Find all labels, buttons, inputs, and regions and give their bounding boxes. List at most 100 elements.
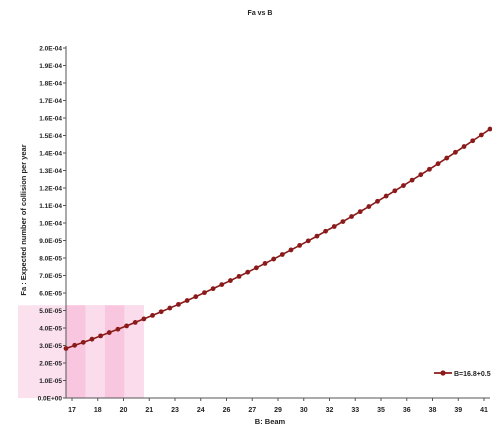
data-point xyxy=(80,339,86,345)
data-point xyxy=(418,172,424,178)
y-tick-label: 1.6E-04 xyxy=(39,116,62,123)
data-point xyxy=(262,261,268,266)
x-tick-label: 39 xyxy=(454,407,462,414)
data-point xyxy=(470,138,476,144)
legend-label: B=16.8+0.5 xyxy=(454,371,491,378)
x-tick-label: 17 xyxy=(68,407,76,414)
data-point xyxy=(297,243,303,248)
highlight-band xyxy=(66,305,86,398)
y-tick-label: 1.1E-04 xyxy=(39,203,62,210)
data-point xyxy=(452,149,458,155)
data-point xyxy=(427,166,432,172)
data-point xyxy=(366,204,372,209)
chart-title: Fa vs B xyxy=(248,10,273,17)
data-point xyxy=(323,228,328,234)
data-point xyxy=(89,336,95,342)
data-point xyxy=(124,323,129,329)
data-point xyxy=(158,309,164,315)
x-tick-label: 36 xyxy=(403,407,411,414)
data-point xyxy=(279,252,285,257)
data-point xyxy=(106,330,112,335)
data-point xyxy=(176,301,181,307)
highlight-band xyxy=(85,305,105,398)
data-point xyxy=(132,320,138,325)
y-tick-label: 1.7E-04 xyxy=(39,98,62,105)
x-tick-label: 29 xyxy=(274,407,282,414)
legend-marker xyxy=(440,370,446,376)
y-tick-label: 2.0E-05 xyxy=(39,361,62,368)
data-point xyxy=(63,346,69,351)
data-point xyxy=(478,132,484,138)
y-tick-label: 7.0E-05 xyxy=(39,273,62,280)
x-tick-label: 33 xyxy=(351,407,359,414)
x-tick-label: 38 xyxy=(429,407,437,414)
y-tick-label: 1.0E-05 xyxy=(39,378,62,385)
data-point xyxy=(314,233,320,239)
y-tick-label: 1.2E-04 xyxy=(39,186,62,193)
data-point xyxy=(392,188,398,194)
data-point xyxy=(383,193,389,199)
y-tick-label: 1.8E-04 xyxy=(39,81,62,88)
data-point xyxy=(461,144,467,149)
x-tick-label: 24 xyxy=(197,407,205,414)
data-point xyxy=(340,219,346,225)
data-point xyxy=(357,209,363,215)
data-point xyxy=(236,273,242,279)
y-axis-label: Fa : Expected number of collision per ye… xyxy=(19,144,28,295)
y-tick-label: 4.0E-05 xyxy=(39,326,62,333)
data-point xyxy=(167,305,173,311)
data-point xyxy=(184,298,190,303)
data-point xyxy=(210,286,216,292)
data-point xyxy=(349,214,354,219)
highlight-band xyxy=(124,305,144,398)
data-point xyxy=(253,265,259,271)
x-tick-label: 20 xyxy=(120,407,128,414)
data-point xyxy=(219,282,225,287)
data-point xyxy=(193,294,199,300)
x-tick-label: 32 xyxy=(326,407,334,414)
data-point xyxy=(245,269,251,275)
data-point xyxy=(271,256,277,262)
data-point xyxy=(202,290,207,296)
x-axis-label: B: Beam xyxy=(255,417,286,426)
data-point xyxy=(409,177,415,183)
y-tick-label: 5.0E-05 xyxy=(39,308,62,315)
y-tick-label: 1.0E-04 xyxy=(39,221,62,228)
legend: B=16.8+0.5 xyxy=(434,370,491,378)
y-tick-label: 3.0E-05 xyxy=(39,343,62,350)
data-point xyxy=(115,326,121,332)
data-point xyxy=(150,313,155,318)
x-tick-label: 30 xyxy=(300,407,308,414)
highlight-band xyxy=(104,305,125,398)
y-tick-label: 1.4E-04 xyxy=(39,151,62,158)
x-tick-label: 35 xyxy=(377,407,385,414)
x-tick-label: 23 xyxy=(171,407,179,414)
data-point xyxy=(331,224,337,229)
data-point xyxy=(305,238,311,244)
y-tick-label: 1.5E-04 xyxy=(39,133,62,140)
y-tick-label: 8.0E-05 xyxy=(39,256,62,263)
y-tick-label: 9.0E-05 xyxy=(39,238,62,245)
x-tick-label: 27 xyxy=(248,407,256,414)
x-tick-label: 18 xyxy=(94,407,102,414)
x-tick-label: 21 xyxy=(145,407,153,414)
x-tick-label: 26 xyxy=(223,407,231,414)
data-point xyxy=(487,126,492,132)
y-tick-label: 1.9E-04 xyxy=(39,63,62,70)
data-point xyxy=(72,342,78,348)
y-tick-label: 1.3E-04 xyxy=(39,168,62,175)
data-point xyxy=(98,333,104,339)
y-tick-label: 0.0E+00 xyxy=(38,396,63,403)
data-point xyxy=(375,198,380,204)
data-point xyxy=(401,183,406,188)
data-point xyxy=(141,316,147,322)
data-point xyxy=(228,278,233,283)
data-point xyxy=(444,155,450,161)
x-tick-label: 41 xyxy=(480,407,488,414)
data-point xyxy=(288,247,294,253)
y-tick-label: 6.0E-05 xyxy=(39,291,62,298)
data-point xyxy=(435,161,441,167)
y-tick-label: 2.0E-04 xyxy=(39,46,62,53)
